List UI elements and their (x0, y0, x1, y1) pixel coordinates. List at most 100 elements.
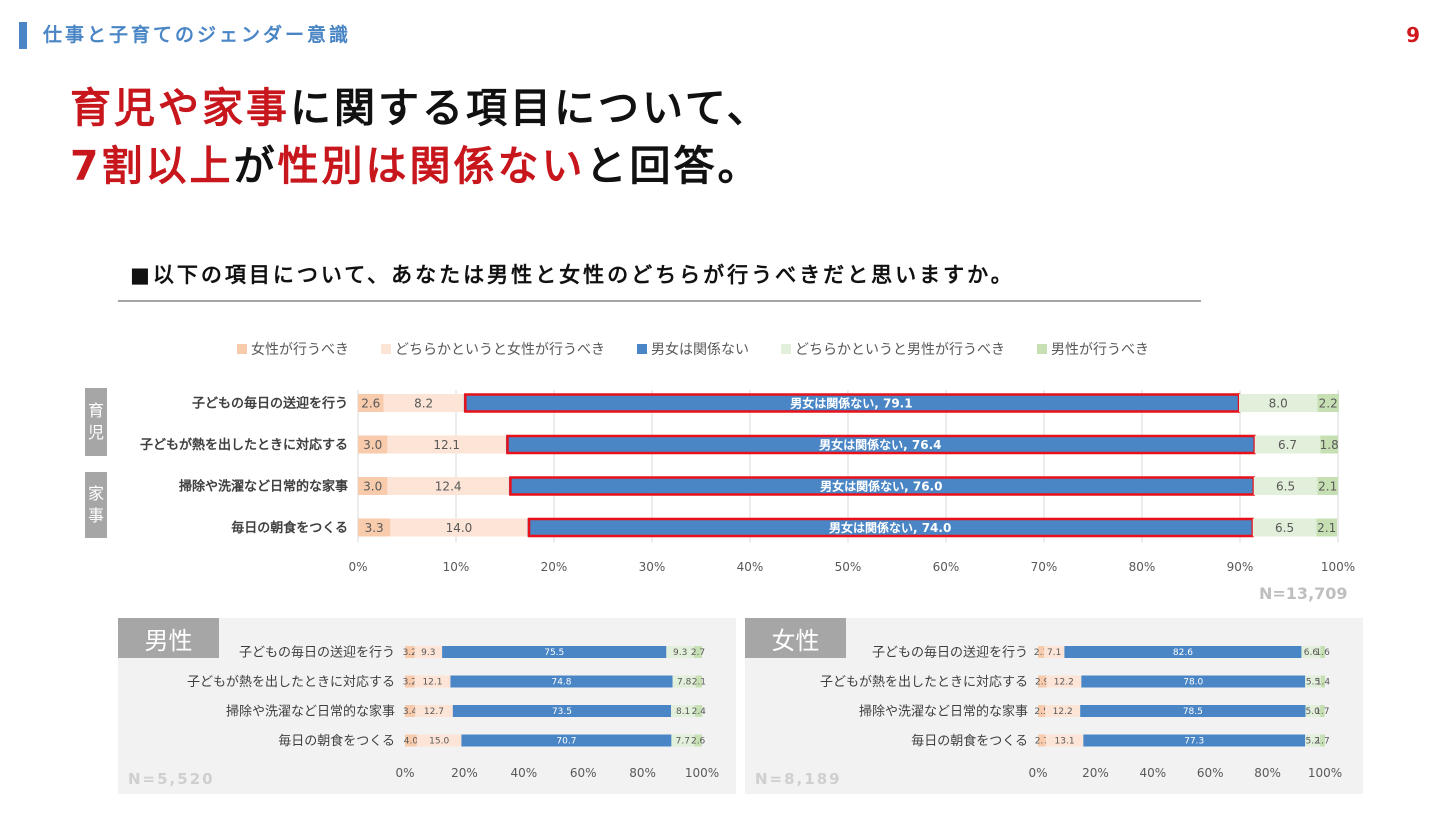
bar-male-should (1320, 734, 1325, 747)
row-label: 掃除や洗濯など日常的な家事 (179, 479, 348, 495)
bar-rather-female (416, 734, 462, 747)
x-tick-label: 80% (629, 766, 656, 780)
bar-female-should (405, 734, 417, 747)
data-label: 男女は関係ない, 76.4 (819, 437, 941, 452)
x-tick-label: 0% (1028, 766, 1047, 780)
bar-no-matter (1064, 646, 1302, 658)
bar-no-matter (442, 646, 667, 658)
data-label: 74.8 (551, 678, 571, 688)
legend-item-male-should: 男性が行うべき (1037, 339, 1149, 359)
x-tick-label: 40% (510, 766, 537, 780)
data-label: 2.7 (1035, 737, 1049, 747)
sample-size-total: N=13,709 (1259, 584, 1348, 603)
data-label: 78.0 (1183, 678, 1203, 688)
data-label: 2.2 (1319, 396, 1338, 410)
x-tick-label: 10% (443, 560, 470, 574)
data-label: 9.3 (421, 648, 435, 658)
data-label: 5.5 (1306, 678, 1320, 688)
data-label: 7.7 (676, 737, 690, 747)
bar-female-should (358, 477, 388, 495)
x-tick-label: 40% (737, 560, 764, 574)
bar-female-should (405, 675, 415, 688)
row-label: 毎日の朝食をつくる (278, 733, 395, 749)
data-label: 1.8 (1320, 438, 1339, 452)
x-tick-label: 90% (1227, 560, 1254, 574)
legend-swatch (637, 344, 647, 354)
bar-female-should (358, 394, 384, 412)
bar-male-should (1320, 646, 1325, 658)
section-accent-bar (19, 22, 27, 49)
bar-no-matter (508, 477, 1254, 495)
row-label: 子どもが熱を出したときに対応する (140, 437, 348, 453)
x-tick-label: 80% (1254, 766, 1281, 780)
bar-male-should (1317, 394, 1339, 412)
bar-male-should (1317, 477, 1338, 495)
legend-label: 男女は関係ない (651, 342, 749, 358)
bar-no-matter (1080, 705, 1306, 717)
bar-rather-male (1301, 646, 1321, 658)
bar-male-should (695, 675, 702, 688)
x-tick-label: 100% (685, 766, 719, 780)
data-label: 6.7 (1278, 438, 1297, 452)
headline-highlight-childcare-housework: 育児や家事 (70, 84, 290, 132)
data-label: 12.2 (1054, 678, 1074, 688)
bar-rather-male (671, 734, 695, 747)
headline-highlight-gender-irrelevant: 性別は関係ない (277, 142, 586, 190)
legend-label: どちらかというと男性が行うべき (795, 342, 1005, 358)
x-tick-label: 60% (933, 560, 960, 574)
data-label: 1.7 (1315, 707, 1329, 717)
x-tick-label: 20% (1082, 766, 1109, 780)
data-label: 4.0 (404, 737, 419, 747)
data-label: 12.2 (1053, 707, 1073, 717)
x-tick-label: 70% (1031, 560, 1058, 574)
data-label: 8.2 (414, 396, 433, 410)
data-label: 2.1 (1318, 479, 1337, 493)
survey-question: ■以下の項目について、あなたは男性と女性のどちらが行うべきだと思いますか。 (130, 263, 1015, 287)
data-label: 15.0 (429, 737, 449, 747)
female-stacked-bar-chart: 子どもの毎日の送迎を行う 2.17.1 82.6 6.61.6 子どもが熱を出したときに… (820, 645, 1342, 780)
data-label: 1.7 (1315, 737, 1329, 747)
bar-rather-male (1305, 705, 1320, 717)
bar-no-matter (452, 705, 672, 717)
data-label: 3.4 (403, 707, 418, 717)
data-label: 6.6 (1304, 648, 1319, 658)
bar-male-should (694, 734, 702, 747)
x-tick-label: 60% (1197, 766, 1224, 780)
data-label: 5.0 (1305, 707, 1320, 717)
legend-swatch (381, 344, 391, 354)
panel-title-male: 男性 (118, 618, 219, 658)
bar-female-should (1038, 705, 1046, 717)
row-label: 子どもの毎日の送迎を行う (239, 645, 395, 661)
data-label: 2.7 (691, 648, 705, 658)
bar-no-matter (527, 518, 1253, 537)
x-tick-label: 20% (451, 766, 478, 780)
x-tick-label: 60% (570, 766, 597, 780)
bar-female-should (1038, 675, 1047, 688)
bar-no-matter (450, 675, 673, 688)
data-label: 2.1 (1317, 521, 1336, 535)
bar-rather-female (1044, 646, 1065, 658)
x-tick-label: 30% (639, 560, 666, 574)
bar-rather-female (1045, 705, 1081, 717)
bar-rather-male (1305, 734, 1321, 747)
data-label: 2.4 (692, 707, 707, 717)
bar-no-matter (505, 435, 1255, 454)
x-tick-label: 0% (348, 560, 367, 574)
bar-male-should (1320, 435, 1338, 454)
female-panel: 子どもの毎日の送迎を行う 2.1 7.1 82.6 6.6 1.6 子どもが熱を出したときに… (745, 618, 1363, 794)
headline-highlight-seventy-percent: 7割以上 (70, 142, 234, 190)
data-label: 3.0 (363, 479, 382, 493)
legend-swatch (781, 344, 791, 354)
bar-male-should (1320, 675, 1325, 688)
legend-item-rather-female: どちらかというと女性が行うべき (381, 339, 605, 359)
data-label: 男女は関係ない, 79.1 (790, 395, 912, 410)
category-char: 家 (87, 484, 104, 503)
bar-rather-female (414, 646, 443, 658)
x-tick-label: 80% (1129, 560, 1156, 574)
x-tick-label: 100% (1308, 766, 1342, 780)
x-tick-label: 0% (395, 766, 414, 780)
x-tick-label: 20% (541, 560, 568, 574)
bar-female-should (358, 518, 391, 537)
headline-line-2: 7割以上が性別は関係ないと回答。 (70, 140, 762, 192)
data-label: 2.1 (692, 678, 706, 688)
